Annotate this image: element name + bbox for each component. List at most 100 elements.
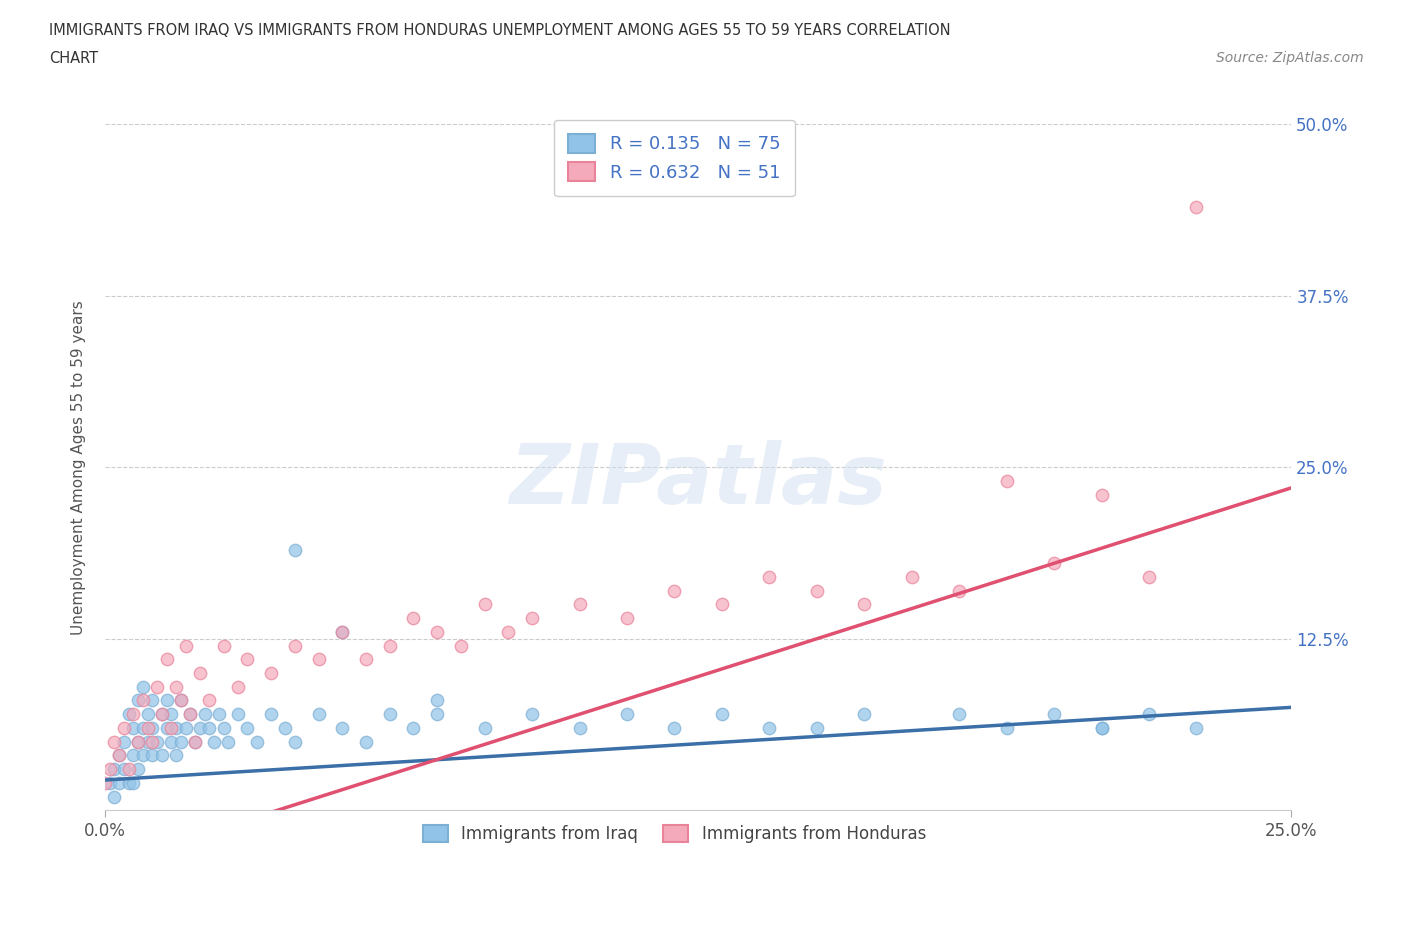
Point [174,721,197,736]
Point [188,666,211,681]
Point [284,638,307,653]
Point [226,707,249,722]
Point [150,707,173,722]
Point [260,666,283,681]
Point [710,707,733,722]
Point [136,721,159,736]
Point [260,707,283,722]
Point [568,721,591,736]
Point [426,624,449,639]
Text: Source: ZipAtlas.com: Source: ZipAtlas.com [1216,51,1364,65]
Point [1090,487,1112,502]
Point [236,652,259,667]
Point [308,707,330,722]
Legend: Immigrants from Iraq, Immigrants from Honduras: Immigrants from Iraq, Immigrants from Ho… [409,812,939,857]
Point [1185,199,1208,214]
Point [1043,556,1066,571]
Point [806,583,828,598]
Point [284,542,307,557]
Point [112,734,135,749]
Text: ZIPatlas: ZIPatlas [509,441,887,522]
Point [112,762,135,777]
Point [806,721,828,736]
Point [758,569,780,584]
Point [156,693,179,708]
Point [122,721,145,736]
Point [118,776,141,790]
Point [198,721,221,736]
Point [284,734,307,749]
Point [520,611,543,626]
Point [127,693,149,708]
Point [188,721,211,736]
Point [122,776,145,790]
Point [170,693,193,708]
Point [664,721,686,736]
Point [132,679,155,694]
Point [995,721,1018,736]
Point [165,748,187,763]
Point [122,707,145,722]
Y-axis label: Unemployment Among Ages 55 to 59 years: Unemployment Among Ages 55 to 59 years [72,299,86,634]
Point [108,776,131,790]
Point [330,721,353,736]
Point [146,734,169,749]
Point [354,652,377,667]
Point [450,638,472,653]
Point [226,679,249,694]
Point [108,748,131,763]
Point [948,583,970,598]
Text: IMMIGRANTS FROM IRAQ VS IMMIGRANTS FROM HONDURAS UNEMPLOYMENT AMONG AGES 55 TO 5: IMMIGRANTS FROM IRAQ VS IMMIGRANTS FROM … [49,23,950,38]
Point [426,707,449,722]
Point [354,734,377,749]
Point [1137,569,1160,584]
Point [900,569,922,584]
Point [150,707,173,722]
Point [156,652,179,667]
Point [212,638,235,653]
Point [118,762,141,777]
Point [132,721,155,736]
Point [132,693,155,708]
Point [170,734,193,749]
Point [103,762,125,777]
Point [198,693,221,708]
Point [165,679,187,694]
Point [127,762,149,777]
Point [160,707,183,722]
Point [150,748,173,763]
Point [160,721,183,736]
Point [132,748,155,763]
Point [202,734,225,749]
Point [141,734,163,749]
Point [426,693,449,708]
Point [853,597,876,612]
Point [274,721,297,736]
Point [184,734,207,749]
Point [330,624,353,639]
Point [194,707,217,722]
Point [948,707,970,722]
Point [141,693,163,708]
Point [330,624,353,639]
Point [498,624,520,639]
Point [103,734,125,749]
Point [236,721,259,736]
Point [217,734,239,749]
Point [170,693,193,708]
Point [246,734,269,749]
Point [212,721,235,736]
Point [853,707,876,722]
Point [160,734,183,749]
Point [136,734,159,749]
Point [758,721,780,736]
Point [103,789,125,804]
Point [1043,707,1066,722]
Point [474,597,496,612]
Point [568,597,591,612]
Point [616,611,638,626]
Point [118,707,141,722]
Point [141,748,163,763]
Point [141,721,163,736]
Point [378,707,401,722]
